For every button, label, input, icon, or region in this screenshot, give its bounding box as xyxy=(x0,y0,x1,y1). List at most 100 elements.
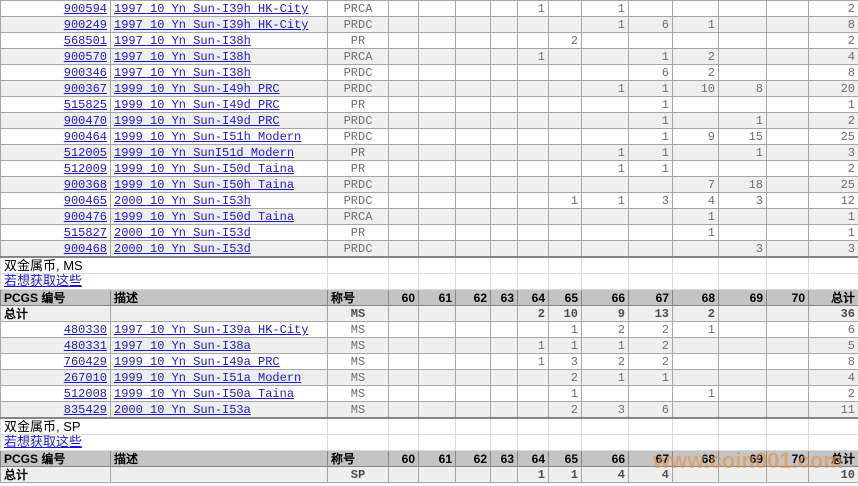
grade-63-count-cell xyxy=(490,112,518,129)
description-link[interactable]: 1997 10 Yn Sun-I38h xyxy=(114,66,251,80)
grade-61-count-cell xyxy=(418,160,456,177)
pcgs-number-link[interactable]: 760429 xyxy=(63,355,107,369)
pcgs-number-link[interactable]: 900464 xyxy=(63,130,107,144)
grade-64-count-cell xyxy=(517,208,549,225)
description-cell: 1999 10 Yn SunI51d Modern xyxy=(110,144,328,161)
grade-66-count-cell: 9 xyxy=(581,305,629,322)
description-link[interactable]: 1999 10 Yn Sun-I50d Taina xyxy=(114,210,295,224)
grade-67-count-cell: 3 xyxy=(628,192,673,209)
description-link[interactable]: 1999 10 Yn Sun-I49h PRC xyxy=(114,82,280,96)
grade-65-count-cell: 1 xyxy=(548,337,582,354)
designation-cell: PR xyxy=(327,224,389,241)
pcgs-number-link[interactable]: 835429 xyxy=(63,403,107,417)
pcgs-number-link[interactable]: 568501 xyxy=(63,34,107,48)
grade-68-count-cell xyxy=(672,353,719,370)
description-cell: 1999 10 Yn Sun-I50h Taina xyxy=(110,176,328,193)
row-total-cell: 25 xyxy=(808,176,858,193)
grade-67-count-cell: 2 xyxy=(628,337,673,354)
grade-61-count-cell xyxy=(418,240,456,258)
description-link[interactable]: 2000 10 Yn Sun-I53d xyxy=(114,242,251,256)
description-link[interactable]: 1999 10 Yn Sun-I49d PRC xyxy=(114,98,280,112)
grade-63-count-cell xyxy=(490,128,518,145)
grade-63-count-cell xyxy=(490,160,518,177)
designation-cell: PRDC xyxy=(327,240,389,258)
description-link[interactable]: 2000 10 Yn Sun-I53h xyxy=(114,194,251,208)
grade-64-count-cell: 1 xyxy=(517,48,549,65)
grade-69-count-cell: 8 xyxy=(718,80,767,97)
coin-row: 568501 1997 10 Yn Sun-I38h PR 2 2 xyxy=(0,32,858,49)
description-link[interactable]: 1997 10 Yn Sun-I39h HK-City xyxy=(114,18,309,32)
grade-62-count-cell xyxy=(455,48,491,65)
grade-62-count-cell xyxy=(455,96,491,113)
pcgs-number-link[interactable]: 900346 xyxy=(63,66,107,80)
description-link[interactable]: 1999 10 Yn Sun-I50d Taina xyxy=(114,162,295,176)
grade-67-count-cell xyxy=(628,0,673,17)
column-header-description: 描述 xyxy=(110,450,328,467)
grade-66-count-cell xyxy=(581,96,629,113)
description-link[interactable]: 1997 10 Yn Sun-I39h HK-City xyxy=(114,2,309,16)
pcgs-number-link[interactable]: 512008 xyxy=(63,387,107,401)
pcgs-number-link[interactable]: 900468 xyxy=(63,242,107,256)
description-link[interactable]: 1999 10 Yn Sun-I50a Taina xyxy=(114,387,295,401)
description-cell: 1997 10 Yn Sun-I39h HK-City xyxy=(110,16,328,33)
grade-60-count-cell xyxy=(388,32,419,49)
grade-70-count-cell xyxy=(766,337,809,354)
grade-67-count-cell: 4 xyxy=(628,466,673,483)
column-header-grade-63: 63 xyxy=(490,289,518,306)
description-link[interactable]: 1999 10 Yn Sun-I49d PRC xyxy=(114,114,280,128)
designation-cell: MS xyxy=(327,385,389,402)
description-link[interactable]: 2000 10 Yn Sun-I53d xyxy=(114,226,251,240)
description-cell: 1997 10 Yn Sun-I38h xyxy=(110,64,328,81)
pcgs-number-link[interactable]: 512005 xyxy=(63,146,107,160)
pcgs-number-link[interactable]: 900476 xyxy=(63,210,107,224)
description-link[interactable]: 1999 10 Yn Sun-I49a PRC xyxy=(114,355,280,369)
description-link[interactable]: 1999 10 Yn Sun-I51h Modern xyxy=(114,130,302,144)
column-header-grade-63: 63 xyxy=(490,450,518,467)
empty-cell xyxy=(517,273,549,290)
pcgs-number-link[interactable]: 900470 xyxy=(63,114,107,128)
pcgs-number-link[interactable]: 900594 xyxy=(63,2,107,16)
empty-cell xyxy=(388,256,419,274)
row-total-cell: 1 xyxy=(808,96,858,113)
grade-67-count-cell: 1 xyxy=(628,144,673,161)
pcgs-number-link[interactable]: 480330 xyxy=(63,323,107,337)
grade-65-count-cell: 1 xyxy=(548,321,582,338)
description-link[interactable]: 1999 10 Yn SunI51d Modern xyxy=(114,146,295,160)
grade-60-count-cell xyxy=(388,192,419,209)
description-link[interactable]: 1997 10 Yn Sun-I38a xyxy=(114,339,251,353)
description-cell: 1999 10 Yn Sun-I50d Taina xyxy=(110,208,328,225)
description-link[interactable]: 1999 10 Yn Sun-I51a Modern xyxy=(114,371,302,385)
description-link[interactable]: 1997 10 Yn Sun-I38h xyxy=(114,34,251,48)
column-header-grade-64: 64 xyxy=(517,289,549,306)
description-link[interactable]: 1997 10 Yn Sun-I38h xyxy=(114,50,251,64)
grade-69-count-cell xyxy=(718,369,767,386)
pcgs-number-link[interactable]: 480331 xyxy=(63,339,107,353)
pcgs-number-link[interactable]: 900465 xyxy=(63,194,107,208)
pcgs-number-link[interactable]: 900368 xyxy=(63,178,107,192)
designation-cell: PRDC xyxy=(327,192,389,209)
pcgs-number-link[interactable]: 515825 xyxy=(63,98,107,112)
column-header-grade-65: 65 xyxy=(548,450,582,467)
pcgs-number-link[interactable]: 900367 xyxy=(63,82,107,96)
grade-70-count-cell xyxy=(766,208,809,225)
pcgs-number-link[interactable]: 900249 xyxy=(63,18,107,32)
column-header-grade-62: 62 xyxy=(455,289,491,306)
description-link[interactable]: 2000 10 Yn Sun-I53a xyxy=(114,403,251,417)
section-link-row: 若想获取这些 xyxy=(0,434,858,451)
empty-cell xyxy=(418,273,456,290)
empty-cell xyxy=(581,273,629,290)
pcgs-number-cell: 900470 xyxy=(0,112,111,129)
grade-67-count-cell: 6 xyxy=(628,64,673,81)
description-link[interactable]: 1999 10 Yn Sun-I50h Taina xyxy=(114,178,295,192)
pcgs-number-link[interactable]: 900570 xyxy=(63,50,107,64)
pcgs-number-link[interactable]: 515827 xyxy=(63,226,107,240)
grade-60-count-cell xyxy=(388,112,419,129)
get-these-link[interactable]: 若想获取这些 xyxy=(4,274,83,289)
grade-66-count-cell: 1 xyxy=(581,144,629,161)
pcgs-number-link[interactable]: 512009 xyxy=(63,162,107,176)
pcgs-number-link[interactable]: 267010 xyxy=(63,371,107,385)
coin-row: 267010 1999 10 Yn Sun-I51a Modern MS 2 1 1 4 xyxy=(0,369,858,386)
get-these-link[interactable]: 若想获取这些 xyxy=(4,435,83,450)
description-link[interactable]: 1997 10 Yn Sun-I39a HK-City xyxy=(114,323,309,337)
